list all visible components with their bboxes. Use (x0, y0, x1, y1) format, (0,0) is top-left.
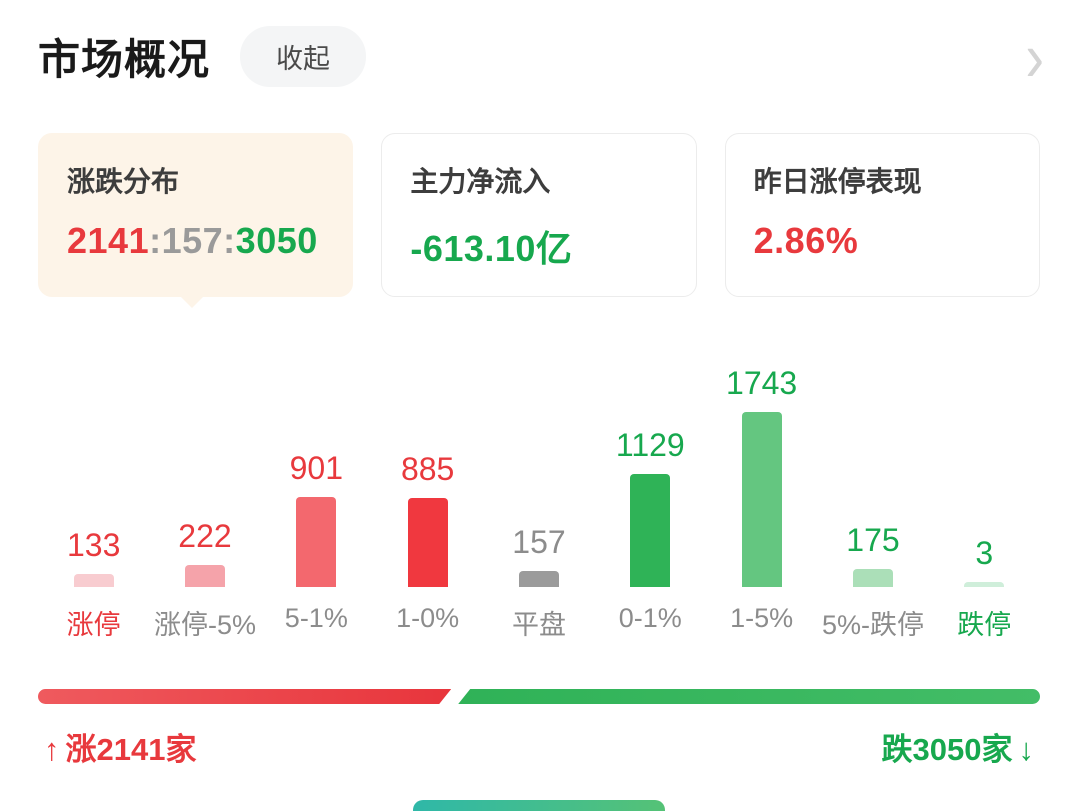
bottom-peek-indicator (413, 800, 665, 811)
up-count-label: ↑ 涨2141家 (38, 724, 196, 769)
bar-value-label: 901 (289, 450, 344, 486)
up-arrow-icon: ↑ (44, 732, 60, 767)
bar-category-label: 平盘 (511, 610, 566, 640)
bar-value-label: 3 (975, 535, 994, 571)
bar-column[interactable]: 133 涨停 (38, 527, 149, 640)
up-label-text: 涨2141家 (65, 732, 197, 767)
card-yesterday-limit-up-performance[interactable]: 昨日涨停表现 2.86% (724, 133, 1040, 297)
bar-category-label: 1-0% (396, 603, 460, 633)
bar-value-label: 175 (846, 522, 900, 558)
bar (407, 498, 448, 587)
ratio-bar-down (458, 689, 1040, 704)
bar-column[interactable]: 1129 0-1% (595, 427, 706, 637)
header: 市场概况 收起 › (0, 0, 1078, 96)
bar (852, 569, 893, 587)
card-title: 昨日涨停表现 (753, 166, 922, 197)
down-arrow-icon: ↓ (1018, 732, 1035, 767)
card-value: 2.86% (753, 220, 859, 261)
separator: : (223, 220, 236, 261)
bar-column[interactable]: 175 5%-跌停 (817, 522, 928, 640)
bar-category-label: 5-1% (284, 603, 348, 633)
card-main-net-inflow[interactable]: 主力净流入 -613.10亿 (381, 133, 697, 297)
flat-count: 157 (161, 220, 224, 261)
bar-category-label: 涨停-5% (153, 610, 256, 640)
bar (964, 582, 1005, 587)
down-count: 3050 (235, 220, 318, 261)
down-count-label: 跌3050家 ↓ (882, 724, 1040, 769)
up-count: 2141 (67, 220, 150, 261)
separator: : (149, 220, 162, 261)
bar-value-label: 133 (66, 527, 121, 563)
bar-value-label: 1129 (615, 427, 685, 463)
collapse-button[interactable]: 收起 (240, 26, 367, 87)
bar-chart: 133 涨停 222 涨停-5% 901 5-1% 885 1-0% 157 平盘 1129 0-1%… (0, 345, 1078, 640)
bar-column[interactable]: 1743 1-5% (706, 365, 817, 637)
bar-category-label: 涨停 (66, 610, 121, 640)
bar (741, 412, 782, 587)
bar-value-label: 885 (400, 451, 455, 487)
bar (518, 571, 559, 587)
bar-category-label: 跌停 (957, 610, 1012, 640)
page-title: 市场概况 (38, 36, 211, 83)
summary-cards: 涨跌分布 2141:157:3050 主力净流入 -613.10亿 昨日涨停表现… (0, 133, 1078, 308)
bar-category-label: 0-1% (618, 603, 682, 633)
updown-row: ↑ 涨2141家 跌3050家 ↓ (0, 724, 1078, 769)
bar-value-label: 1743 (726, 365, 798, 401)
bar (296, 497, 337, 587)
card-value: -613.10亿 (410, 228, 573, 269)
bar-column[interactable]: 885 1-0% (372, 451, 483, 637)
card-rise-fall-distribution[interactable]: 涨跌分布 2141:157:3050 (38, 133, 354, 308)
down-label-text: 跌3050家 (881, 732, 1013, 767)
bar-value-label: 157 (512, 524, 566, 560)
bar-column[interactable]: 222 涨停-5% (149, 518, 260, 640)
bar-column[interactable]: 901 5-1% (261, 450, 372, 637)
bar (73, 574, 114, 587)
card-title: 主力净流入 (410, 166, 551, 197)
bar-category-label: 5%-跌停 (821, 610, 924, 640)
ratio-bar (38, 689, 1040, 704)
chevron-right-icon[interactable]: › (1025, 16, 1044, 96)
card-value: 2141:157:3050 (67, 220, 324, 262)
card-title: 涨跌分布 (67, 166, 180, 197)
bar-column[interactable]: 3 跌停 (929, 535, 1040, 640)
bar-category-label: 1-5% (730, 603, 794, 633)
bar-value-label: 222 (178, 518, 232, 554)
ratio-bar-up (38, 689, 451, 704)
bar-column[interactable]: 157 平盘 (483, 524, 594, 640)
bar (184, 565, 225, 587)
bar (630, 474, 671, 587)
